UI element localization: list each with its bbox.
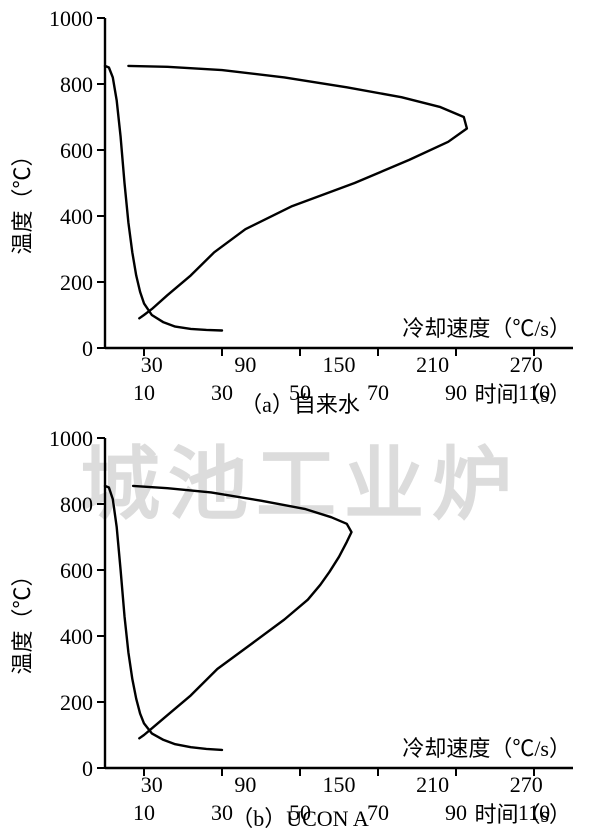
y-axis-label: 温度（℃） [10, 564, 35, 674]
x-rate-tick-label: 210 [416, 352, 449, 377]
x-time-tick-label: 70 [367, 800, 389, 825]
chart-panel-a: 0200400600800100010305070901103090150210… [0, 0, 600, 420]
y-tick-label: 0 [82, 336, 93, 361]
x-rate-axis-label: 冷却速度（℃/s） [402, 736, 571, 761]
y-tick-label: 1000 [49, 6, 93, 31]
panel-caption: （a）自来水 [240, 392, 360, 417]
x-time-tick-label: 30 [211, 380, 233, 405]
x-rate-tick-label: 270 [510, 352, 543, 377]
x-rate-tick-label: 270 [510, 772, 543, 797]
y-tick-label: 200 [60, 690, 93, 715]
y-tick-label: 600 [60, 558, 93, 583]
rate-curve [128, 66, 467, 318]
y-tick-label: 800 [60, 72, 93, 97]
panel-caption: （b）UCON A [231, 806, 369, 831]
x-time-tick-label: 30 [211, 800, 233, 825]
cooling-curve [105, 486, 222, 750]
y-tick-label: 800 [60, 492, 93, 517]
x-time-tick-label: 10 [133, 380, 155, 405]
rate-curve [133, 486, 351, 738]
x-time-tick-label: 90 [445, 800, 467, 825]
x-time-tick-label: 70 [367, 380, 389, 405]
x-rate-tick-label: 90 [234, 352, 256, 377]
y-tick-label: 0 [82, 756, 93, 781]
x-rate-tick-label: 150 [323, 772, 356, 797]
x-rate-tick-label: 90 [234, 772, 256, 797]
x-rate-tick-label: 30 [141, 352, 163, 377]
x-time-tick-label: 10 [133, 800, 155, 825]
x-time-axis-label: 时间（s） [474, 382, 571, 407]
x-time-axis-label: 时间（s） [474, 802, 571, 827]
y-axis-label: 温度（℃） [10, 144, 35, 254]
y-tick-label: 200 [60, 270, 93, 295]
chart-panel-b: 0200400600800100010305070901103090150210… [0, 420, 600, 834]
cooling-curve [105, 66, 222, 331]
y-tick-label: 400 [60, 204, 93, 229]
x-time-tick-label: 90 [445, 380, 467, 405]
x-rate-tick-label: 150 [323, 352, 356, 377]
x-rate-axis-label: 冷却速度（℃/s） [402, 316, 571, 341]
y-tick-label: 1000 [49, 426, 93, 451]
x-rate-tick-label: 210 [416, 772, 449, 797]
y-tick-label: 600 [60, 138, 93, 163]
x-rate-tick-label: 30 [141, 772, 163, 797]
y-tick-label: 400 [60, 624, 93, 649]
